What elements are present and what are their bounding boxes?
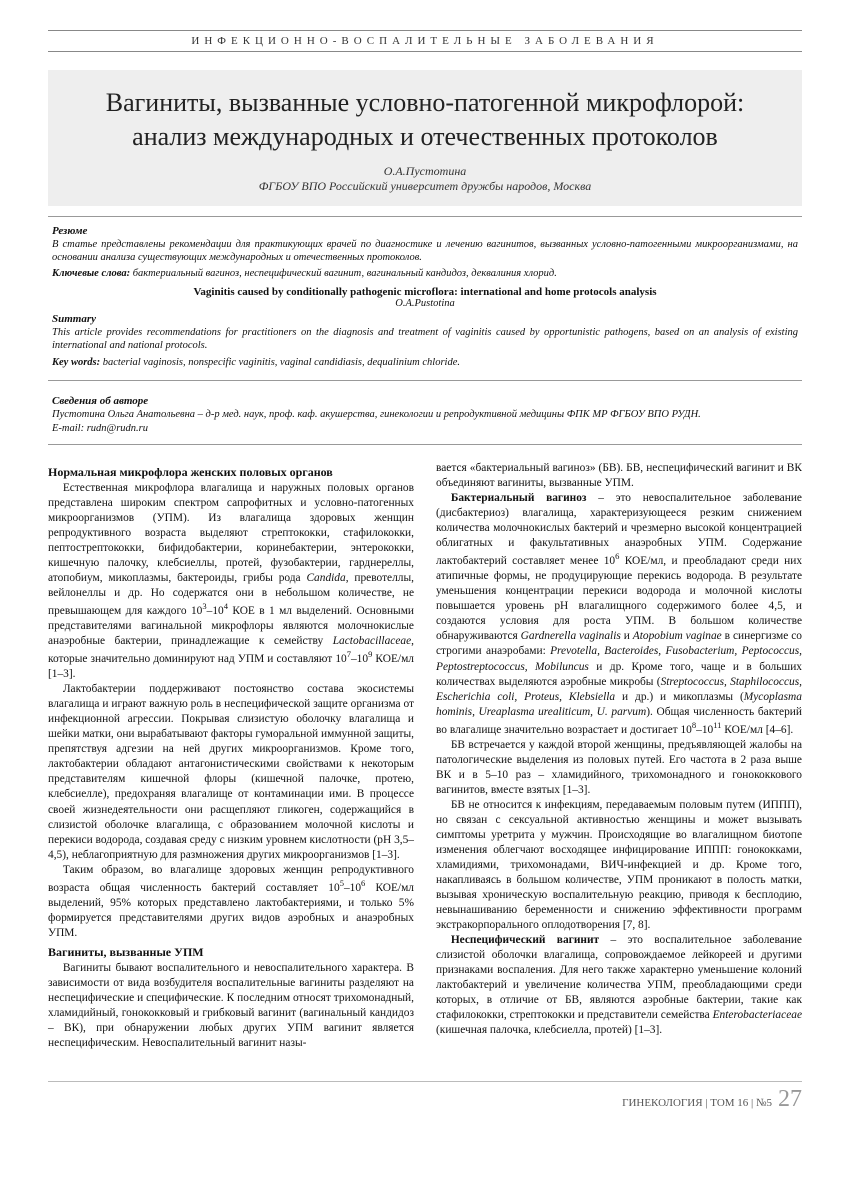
column-right: вается «бактериальный вагиноз» (БВ). БВ,… [436,461,802,1051]
page-number: 27 [778,1086,802,1113]
page-footer: ГИНЕКОЛОГИЯ | ТОМ 16 | №5 27 [48,1081,802,1113]
body-text: Вагиниты бывают воспалительного и невосп… [48,961,414,1051]
body-text: вается «бактериальный вагиноз» (БВ). БВ,… [436,461,802,491]
author-info-heading: Сведения об авторе [52,395,798,407]
resume-text: В статье представлены рекомендации для п… [52,238,798,265]
abstract-ru: Резюме В статье представлены рекомендаци… [48,216,802,382]
en-title: Vaginitis caused by conditionally pathog… [52,286,798,298]
article-title: Вагиниты, вызванные условно-патогенной м… [78,86,772,154]
body-columns: Нормальная микрофлора женских половых ор… [48,461,802,1051]
body-text: Естественная микрофлора влагалища и нару… [48,481,414,682]
category-banner: ИНФЕКЦИОННО-ВОСПАЛИТЕЛЬНЫЕ ЗАБОЛЕВАНИЯ [48,30,802,52]
page-container: ИНФЕКЦИОННО-ВОСПАЛИТЕЛЬНЫЕ ЗАБОЛЕВАНИЯ В… [0,0,850,1133]
journal-ref: ГИНЕКОЛОГИЯ | ТОМ 16 | №5 [622,1097,772,1109]
section2-heading: Вагиниты, вызванные УПМ [48,945,414,961]
en-author: O.A.Pustotina [52,298,798,309]
column-left: Нормальная микрофлора женских половых ор… [48,461,414,1051]
section1-heading: Нормальная микрофлора женских половых ор… [48,465,414,481]
body-text: Бактериальный вагиноз – это невоспалител… [436,491,802,737]
title-block: Вагиниты, вызванные условно-патогенной м… [48,70,802,206]
summary-text: This article provides recommendations fo… [52,326,798,353]
affiliation: ФГБОУ ВПО Российский университет дружбы … [78,179,772,194]
summary-heading: Summary [52,313,798,325]
keywords-ru: Ключевые слова: бактериальный вагиноз, н… [52,267,798,280]
resume-heading: Резюме [52,225,798,237]
body-text: Лактобактерии поддерживают постоянство с… [48,682,414,863]
body-text: Неспецифический вагинит – это воспалител… [436,933,802,1038]
body-text: БВ не относится к инфекциям, передаваемы… [436,798,802,933]
body-text: Таким образом, во влагалище здоровых жен… [48,863,414,941]
author-info-block: Сведения об авторе Пустотина Ольга Анато… [48,389,802,445]
author-info-text: Пустотина Ольга Анатольевна – д-р мед. н… [52,408,798,435]
body-text: БВ встречается у каждой второй женщины, … [436,738,802,798]
authors: О.А.Пустотина [78,164,772,179]
keywords-en: Key words: bacterial vaginosis, nonspeci… [52,356,798,369]
